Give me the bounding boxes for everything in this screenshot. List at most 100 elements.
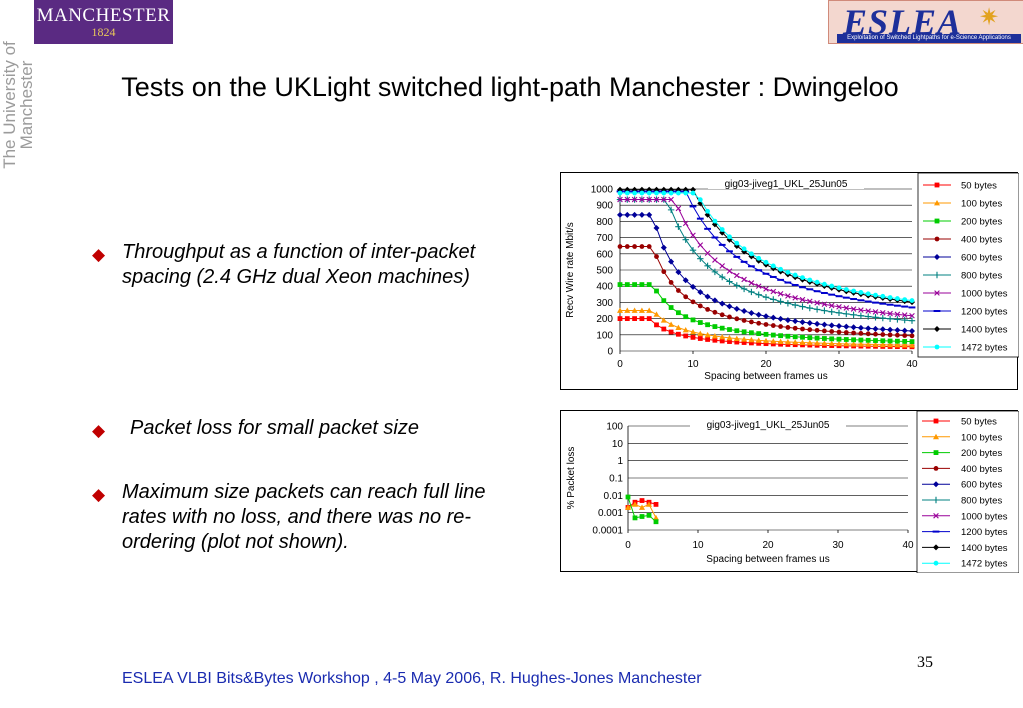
data-point [887,326,894,333]
bullet-text: Maximum size packets can reach full line… [122,481,486,553]
data-point [697,330,704,336]
data-point [719,325,725,331]
legend-label: 800 bytes [961,271,1002,282]
data-point [704,331,711,338]
diamond-bullet-icon: ◆ [92,421,106,440]
x-tick-label: 0 [617,359,623,370]
data-point [865,313,872,320]
data-point [624,282,630,287]
data-point [654,254,659,259]
data-point [749,330,754,336]
data-point [712,309,718,315]
data-point [741,246,747,252]
data-point [653,501,659,507]
data-point [676,331,681,337]
data-point [835,309,843,317]
data-point [667,206,675,214]
data-point [807,335,813,341]
data-point [857,341,864,347]
data-point [880,293,886,299]
data-point [727,314,732,320]
data-point [748,280,755,286]
data-point [748,309,755,316]
data-point [631,307,638,313]
data-point [755,283,762,289]
data-point [624,316,630,321]
data-point [873,338,878,343]
series-200-bytes [625,494,659,525]
series-1472-bytes [617,190,915,303]
data-point [668,321,675,327]
manchester-logo-year: 1824 [91,25,116,39]
data-point [675,205,682,212]
data-point [676,190,681,196]
data-point [639,244,645,249]
x-tick-label: 0 [625,540,631,551]
data-point [661,190,667,196]
data-point [763,313,769,320]
data-point [675,223,682,230]
data-point [654,322,659,328]
data-point [814,300,820,306]
data-point [668,305,674,310]
data-point [822,336,827,341]
bullet-packet-loss: ◆ Packet loss for small packet size [92,416,530,441]
legend-label: 1000 bytes [961,289,1008,300]
data-point [799,319,806,326]
data-point [624,190,630,196]
data-point [697,320,703,325]
data-point [705,306,710,312]
legend-label: 400 bytes [961,235,1002,246]
data-point [843,340,850,347]
data-point [879,326,886,333]
data-point [901,342,908,348]
data-point [909,333,915,339]
data-point [901,327,908,334]
series-1200-bytes [616,190,916,309]
data-point [741,340,747,345]
data-point [682,277,689,284]
data-point [933,433,939,440]
data-point [785,269,791,275]
data-point [828,302,835,309]
data-point [933,513,939,519]
y-tick-label: 0.01 [604,491,624,502]
data-point [850,311,857,319]
data-point [829,336,835,342]
data-point [748,336,755,343]
data-point [763,337,769,344]
data-point [741,329,747,335]
data-point [909,327,915,334]
data-point [690,232,696,239]
data-point [858,307,864,313]
data-point [668,280,674,285]
data-point [850,324,857,331]
data-point [617,211,623,218]
data-point [653,514,659,521]
data-point [836,323,842,330]
data-point [887,310,893,317]
data-point [704,250,711,256]
x-axis-label: Spacing between frames us [704,371,827,382]
data-point [909,312,915,319]
data-point [719,263,725,269]
legend-label: 800 bytes [961,496,1002,507]
data-point [653,224,660,231]
data-point [902,333,908,338]
data-point [712,257,718,263]
data-point [749,340,754,346]
data-point [778,266,783,272]
data-point [654,288,659,294]
data-point [690,328,696,335]
y-tick-label: 400 [596,282,613,293]
data-point [836,329,842,335]
data-point [756,331,762,336]
data-point [806,320,813,327]
data-point [741,336,748,342]
data-point [902,339,908,344]
data-point [934,326,940,332]
data-point [756,320,762,326]
data-point [843,287,849,292]
data-point [778,341,783,347]
data-point [934,200,940,206]
